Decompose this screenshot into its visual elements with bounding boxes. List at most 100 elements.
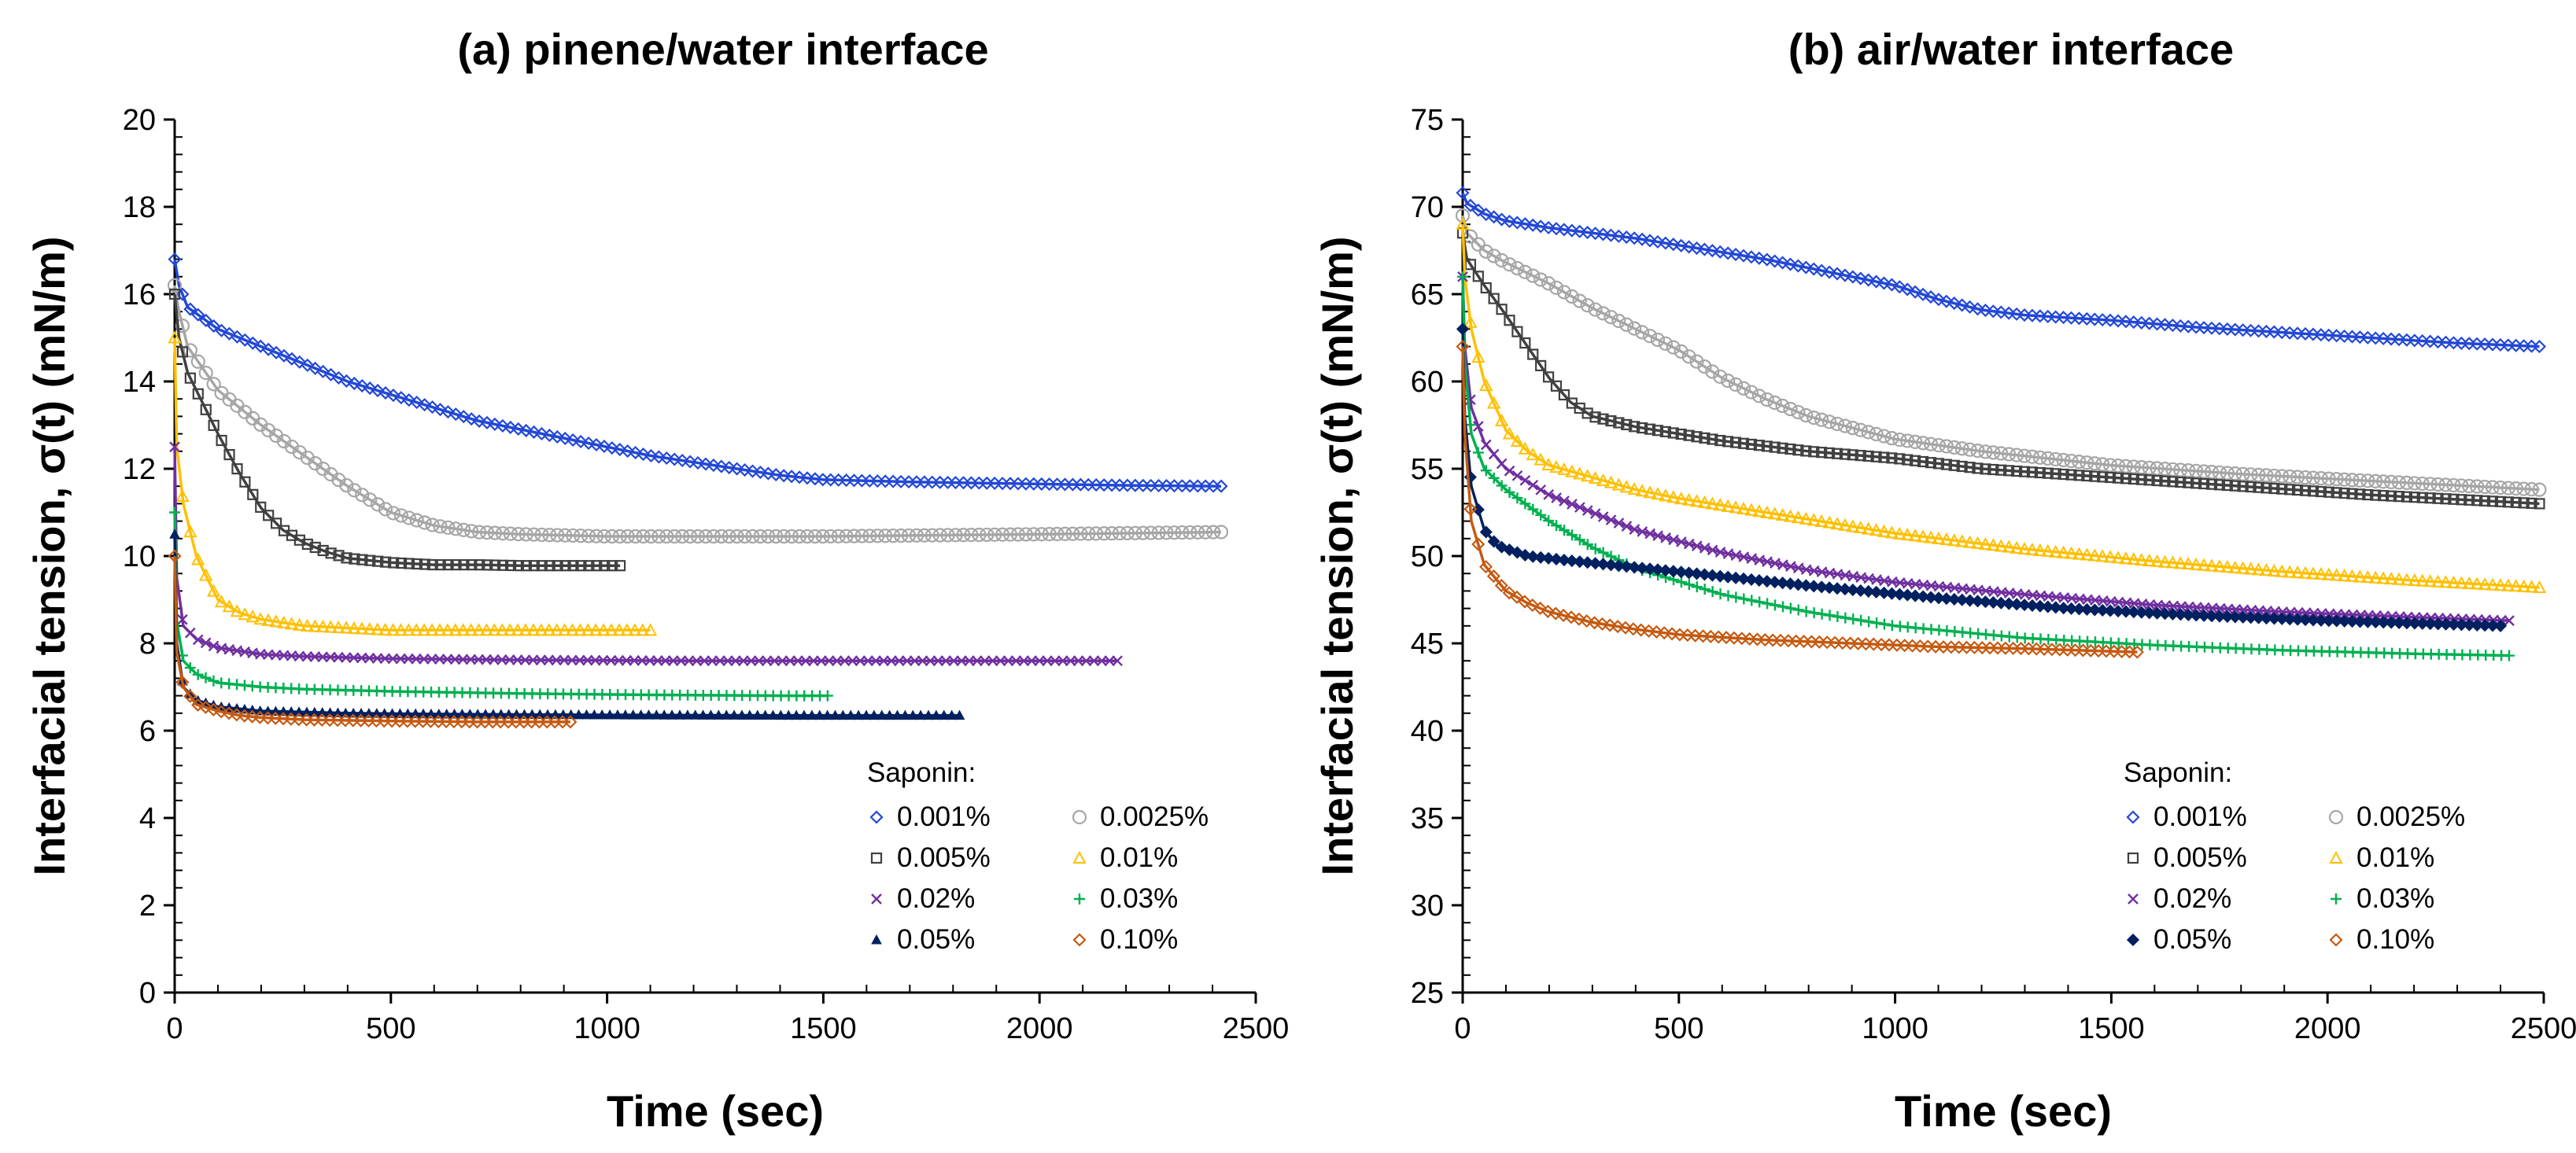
chart-b-data-point — [2010, 307, 2024, 321]
chart-b-data-point — [1518, 595, 1532, 609]
chart-b-data-point — [1657, 626, 1671, 640]
chart-b-data-point — [1714, 547, 1726, 558]
chart-b-data-point — [2072, 602, 2086, 616]
chart-b-data-point — [2532, 340, 2547, 354]
chart-b-data-point — [1775, 398, 1790, 414]
chart-b-data-point — [1581, 225, 1595, 240]
chart-a-legend-marker — [869, 810, 884, 824]
chart-b-legend: Saponin: 0.001% 0.0025% 0.005% 0.01% 0.02% 0.0… — [2124, 757, 2465, 955]
chart-a-legend-marker — [870, 852, 883, 864]
chart-b-data-point — [1564, 289, 1579, 304]
chart-b-data-point — [2002, 540, 2016, 553]
chart-b-data-point — [1932, 591, 1946, 605]
chart-b-data-point — [1761, 440, 1773, 452]
chart-a-data-point — [301, 358, 315, 372]
chart-b-data-point — [2454, 576, 2469, 589]
chart-b-data-point — [1564, 610, 1578, 624]
chart-b-data-point — [1714, 569, 1727, 583]
chart-a-data-point — [466, 558, 478, 571]
chart-a-data-point — [821, 709, 833, 720]
chart-a-data-point — [730, 462, 744, 476]
chart-a-data-point — [816, 655, 827, 667]
chart-a-data-point — [417, 515, 432, 530]
chart-a-legend-item: 0.10% — [1072, 924, 1178, 955]
chart-a-data-point — [208, 419, 220, 431]
chart-b-data-point — [1853, 422, 1868, 437]
chart-b-data-point — [2516, 579, 2531, 592]
chart-b-data-point — [1595, 617, 1609, 631]
chart-a-data-point — [214, 705, 228, 719]
panel-a-pinene-water: (a) pinene/water interface 0 2 4 6 8 10 12 14 16 1… — [24, 24, 1288, 1136]
chart-b-data-point — [1496, 480, 1508, 492]
chart-b-data-point — [1721, 499, 1735, 512]
chart-b-data-point — [1846, 583, 1859, 597]
chart-a-data-point — [434, 558, 446, 571]
chart-a-data-point — [878, 529, 893, 543]
chart-b-data-point — [2057, 468, 2069, 481]
chart-b-data-point — [1666, 490, 1681, 503]
chart-b-data-point — [1519, 498, 1531, 510]
chart-b-data-point — [1455, 208, 1471, 223]
chart-a-data-point — [699, 655, 710, 667]
chart-b-data-point — [1675, 428, 1687, 440]
chart-a-data-point — [635, 709, 647, 720]
chart-b-data-point — [2415, 476, 2430, 492]
chart-a-data-point — [745, 655, 757, 667]
chart-a-data-point — [230, 330, 244, 344]
chart-b-data-point — [2189, 557, 2203, 570]
chart-a-data-point — [512, 560, 525, 572]
chart-b-data-point — [2470, 576, 2484, 590]
chart-b-data-point — [1799, 260, 1813, 274]
chart-a-data-point — [191, 698, 205, 712]
chart-b-data-point — [2446, 477, 2461, 493]
chart-a-data-point — [814, 709, 825, 720]
chart-b-data-point — [2338, 487, 2350, 499]
chart-a-data-point — [503, 709, 515, 719]
chart-a-data-point — [909, 528, 924, 543]
chart-b-data-point — [2493, 578, 2508, 591]
chart-a-data-point — [504, 559, 517, 572]
chart-a-data-point — [1151, 525, 1166, 540]
chart-a-data-point — [474, 559, 485, 571]
chart-a-data-point — [238, 333, 252, 347]
chart-b-data-point — [2290, 565, 2305, 579]
chart-b-data-point — [1947, 440, 1962, 455]
chart-a-data-point — [214, 595, 229, 608]
chart-b-data-point — [2127, 552, 2141, 565]
chart-b-data-point — [2072, 455, 2087, 470]
chart-b-data-point — [2393, 491, 2405, 503]
chart-b-data-point — [1611, 620, 1625, 634]
chart-a-data-point — [705, 709, 717, 720]
chart-a-data-point — [231, 463, 243, 475]
chart-b-data-point — [1762, 598, 1773, 610]
chart-b-series-line — [1461, 329, 2501, 628]
chart-a-data-point — [691, 655, 703, 667]
chart-a-y-axis-label: Interfacial tension, σ(t) (mN/m) — [24, 236, 74, 875]
chart-b-data-point — [1649, 624, 1663, 639]
chart-a-data-point — [745, 464, 760, 478]
chart-b-data-point — [2534, 498, 2545, 510]
chart-b-data-point — [2175, 476, 2187, 488]
chart-a-data-point — [410, 396, 424, 410]
chart-a-data-point — [777, 469, 791, 483]
chart-a-data-point — [987, 655, 998, 667]
chart-b-data-point — [1510, 590, 1524, 604]
chart-b-data-point — [1550, 380, 1563, 392]
chart-b-data-point — [1502, 214, 1517, 229]
chart-b-data-point — [2423, 477, 2438, 492]
chart-a-data-point — [689, 709, 701, 720]
chart-b-data-point — [1605, 415, 1617, 427]
chart-b-data-point — [1556, 285, 1572, 300]
chart-a-data-point — [480, 415, 494, 429]
chart-a-data-point — [729, 529, 744, 544]
chart-a-series-line — [173, 259, 1222, 488]
chart-a-data-point — [456, 623, 471, 636]
chart-b-data-point — [1776, 576, 1789, 590]
chart-a-data-point — [464, 524, 479, 539]
chart-b-data-point — [1652, 425, 1664, 437]
chart-b-data-point — [1900, 527, 1914, 541]
chart-b-y-tick-label: 55 — [1411, 453, 1444, 486]
chart-b-data-point — [2438, 575, 2453, 588]
chart-b-data-point — [1736, 249, 1751, 263]
chart-b-data-point — [2087, 548, 2102, 562]
